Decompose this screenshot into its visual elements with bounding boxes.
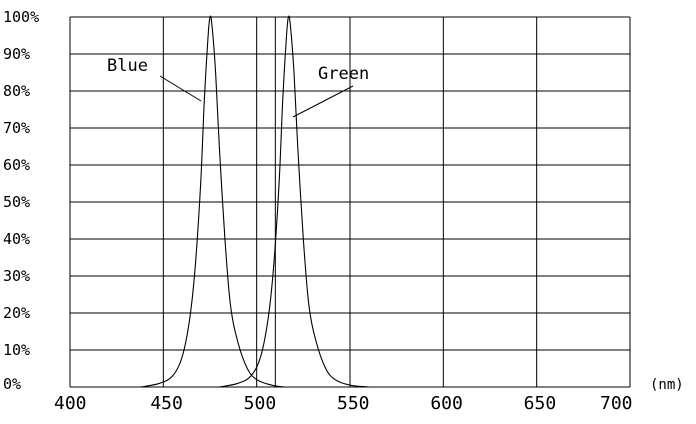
x-tick-label: 500 (244, 393, 277, 414)
y-tick-label: 10% (3, 341, 30, 359)
y-tick-label: 70% (3, 119, 30, 137)
y-tick-label: 90% (3, 45, 30, 63)
annotation-green: Green (318, 64, 369, 84)
leader-line-blue (159, 75, 202, 102)
y-tick-label: 80% (3, 82, 30, 100)
y-tick-label: 60% (3, 156, 30, 174)
series-line-blue (140, 15, 285, 388)
x-axis-unit: (nm) (650, 377, 684, 393)
x-tick-label: 450 (150, 393, 183, 414)
y-tick-label: 30% (3, 267, 30, 285)
x-tick-label: 600 (430, 393, 463, 414)
x-tick-label: 650 (524, 393, 557, 414)
y-tick-label: 40% (3, 230, 30, 248)
leader-line-green (292, 85, 354, 118)
series-line-green (219, 15, 369, 388)
y-tick-label: 50% (3, 193, 30, 211)
annotation-blue: Blue (107, 56, 148, 76)
x-tick-label: 400 (54, 393, 87, 414)
y-tick-label: 100% (3, 8, 39, 26)
x-tick-label: 550 (337, 393, 370, 414)
y-tick-label: 0% (3, 375, 21, 393)
y-tick-label: 20% (3, 304, 30, 322)
x-tick-label: 700 (600, 393, 633, 414)
